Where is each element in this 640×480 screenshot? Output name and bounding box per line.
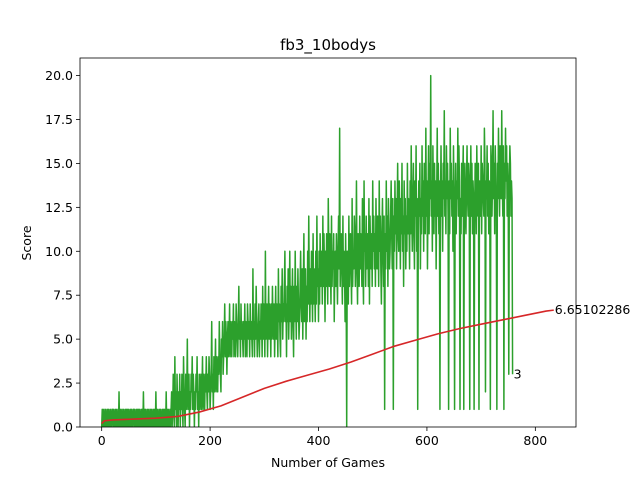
y-tick-label: 5.0 xyxy=(53,332,73,347)
x-tick-label: 800 xyxy=(523,433,547,448)
score-series-line xyxy=(100,74,514,427)
chart-title: fb3_10bodys xyxy=(280,36,376,55)
y-tick-label: 12.5 xyxy=(45,200,73,215)
y-tick-label: 2.5 xyxy=(53,376,73,391)
y-tick-label: 0.0 xyxy=(53,420,73,435)
x-tick-label: 600 xyxy=(415,433,439,448)
mean-score-series-line xyxy=(101,309,554,425)
mean-last-value-annotation: 6.65102286 xyxy=(555,302,631,317)
x-tick-label: 0 xyxy=(98,433,106,448)
y-tick-label: 10.0 xyxy=(45,244,73,259)
y-tick-label: 17.5 xyxy=(45,112,73,127)
axes-frame xyxy=(79,57,577,428)
x-tick-label: 200 xyxy=(198,433,222,448)
score-last-value-annotation: 3 xyxy=(514,366,522,381)
y-axis-label: Score xyxy=(19,225,34,260)
y-tick-label: 20.0 xyxy=(45,68,73,83)
y-tick-label: 15.0 xyxy=(45,156,73,171)
y-tick-label: 7.5 xyxy=(53,288,73,303)
plot-area xyxy=(100,74,554,427)
x-tick-label: 400 xyxy=(307,433,331,448)
x-axis-label: Number of Games xyxy=(271,455,385,470)
